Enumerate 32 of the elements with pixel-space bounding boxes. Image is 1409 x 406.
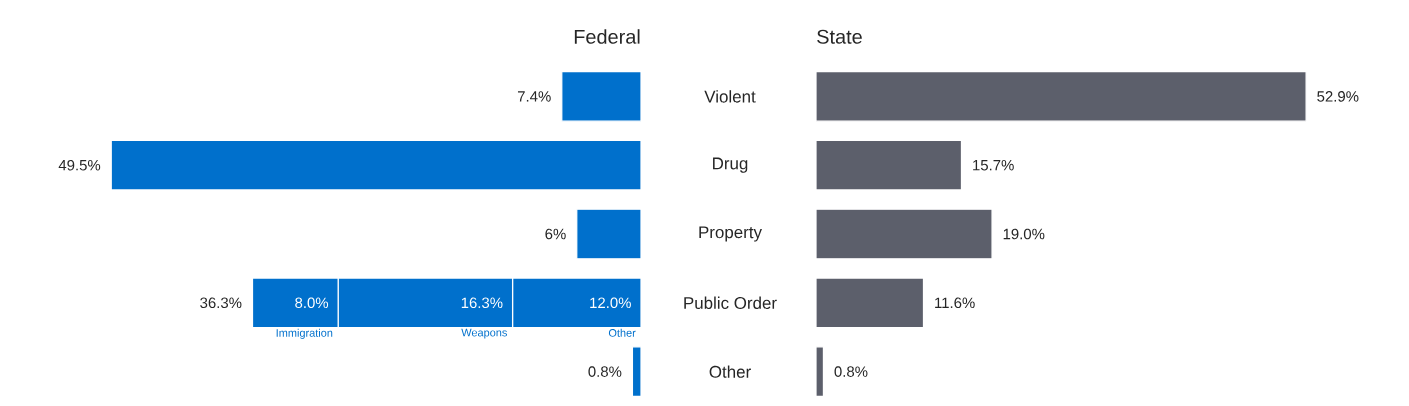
data-label: 0.8% <box>588 366 622 377</box>
bar <box>815 277 925 329</box>
data-label: 8.0% <box>295 297 329 309</box>
bar <box>631 346 642 397</box>
y-tick-label: Violent <box>704 90 756 103</box>
bar <box>576 208 642 260</box>
y-tick-label: Public Order <box>684 296 777 310</box>
data-label: 0.8% <box>834 366 868 377</box>
bar <box>110 139 642 191</box>
series-label: Immigration <box>276 328 333 339</box>
y-tick-label: Other <box>709 365 751 378</box>
data-label: 6% <box>545 228 566 240</box>
bar <box>561 71 642 122</box>
chart-title: State <box>817 29 862 44</box>
y-tick-label: Property <box>699 226 762 242</box>
series-label: Other <box>608 328 636 337</box>
data-label: 11.6% <box>935 297 975 309</box>
bar <box>815 139 963 191</box>
series-label: Weapons <box>461 328 507 339</box>
data-label: 52.9% <box>1317 91 1359 102</box>
data-label: 16.3% <box>461 297 503 309</box>
data-label: 15.7% <box>973 159 1014 171</box>
data-label: 49.5% <box>58 159 101 171</box>
y-tick-label: Drug <box>713 157 748 173</box>
bar <box>815 346 825 397</box>
bar <box>815 208 993 260</box>
data-label: 19.0% <box>1003 228 1045 240</box>
chart-title: Federal <box>574 29 640 44</box>
data-label: 12.0% <box>590 297 631 309</box>
total-label: 36.3% <box>200 297 242 309</box>
data-label: 7.4% <box>517 91 551 102</box>
bar <box>815 71 1307 122</box>
